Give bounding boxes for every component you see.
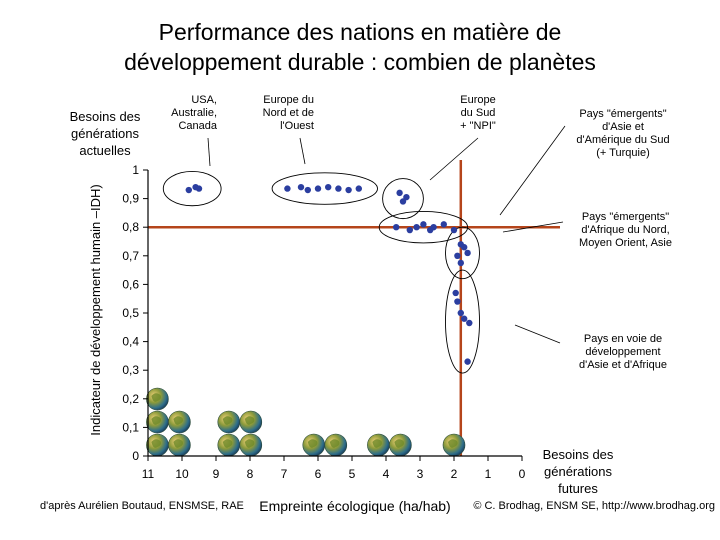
data-point (461, 315, 468, 322)
group-ellipse (378, 211, 469, 244)
y-tick-label: 0,6 (122, 277, 139, 291)
data-point (335, 185, 342, 192)
data-point (413, 224, 420, 231)
data-point (284, 185, 291, 192)
planet-continent (244, 439, 255, 448)
planet-continent (307, 439, 318, 448)
x-tick-label: 7 (281, 467, 288, 481)
group-leader-line (429, 137, 479, 181)
y-axis-label: Indicateur de développement humain –IDH) (88, 184, 103, 435)
data-point (420, 221, 427, 228)
group-ellipse (382, 178, 424, 220)
chart-title-line2: développement durable : combien de planè… (124, 49, 596, 75)
data-point (464, 249, 471, 257)
planet-continent (173, 439, 183, 448)
credit-right: © C. Brodhag, ENSM SE, http://www.brodha… (473, 500, 715, 512)
data-point (406, 226, 413, 234)
data-point (464, 358, 471, 365)
credit-left: d'après Aurélien Boutaud, ENSMSE, RAE (40, 500, 244, 512)
data-point (185, 186, 192, 194)
data-point (454, 298, 461, 305)
data-point (454, 252, 461, 259)
data-point (461, 244, 468, 251)
data-point (403, 193, 410, 201)
data-point (304, 186, 311, 194)
x-tick-label: 1 (485, 467, 492, 481)
group-ellipse (162, 170, 222, 207)
data-point (452, 289, 459, 297)
data-point (297, 183, 305, 191)
x-axis-label: Empreinte écologique (ha/hab) (259, 498, 450, 514)
y-tick-label: 0,1 (122, 420, 139, 434)
x-tick-label: 11 (142, 467, 155, 481)
planet-continent (372, 439, 382, 448)
x-tick-label: 5 (349, 467, 356, 481)
planet-continent (448, 439, 458, 448)
x-tick-label: 4 (383, 467, 390, 481)
group-leader-line (502, 221, 564, 233)
group-label: Europe du Nord et de l'Ouest (262, 94, 314, 132)
planet-continent (329, 439, 340, 448)
group-ellipse (271, 172, 378, 205)
y-tick-label: 0,9 (122, 192, 139, 206)
x-tick-label: 3 (417, 467, 424, 481)
y-tick-label: 1 (132, 163, 139, 177)
planet-continent (244, 416, 255, 425)
data-point (355, 185, 362, 192)
chart-title-line1: Performance des nations en matière de (158, 19, 562, 45)
data-point (457, 309, 464, 317)
y-tick-label: 0,3 (122, 363, 139, 377)
left-note: Besoins des générations actuelles (69, 109, 141, 158)
group-ellipse (445, 226, 480, 280)
group-label: Europe du Sud + "NPI" (460, 94, 496, 132)
planet-continent (173, 416, 183, 425)
data-point (440, 221, 447, 228)
y-tick-label: 0 (132, 449, 139, 463)
group-label: Pays "émergents" d'Afrique du Nord, Moye… (579, 211, 672, 249)
data-point (396, 189, 403, 197)
group-leader-line (207, 137, 211, 167)
group-ellipse (445, 269, 480, 374)
x-tick-label: 10 (175, 467, 189, 481)
data-point (345, 186, 352, 194)
data-point (325, 183, 332, 191)
planet-continent (151, 416, 161, 425)
x-tick-label: 8 (247, 467, 254, 481)
y-tick-label: 0,8 (122, 220, 139, 234)
data-point (393, 224, 400, 231)
group-leader-line (499, 125, 566, 216)
planet-continent (151, 393, 161, 402)
planet-continent (222, 439, 233, 448)
planet-continent (151, 439, 161, 448)
x-tick-label: 9 (213, 467, 220, 481)
y-tick-label: 0,2 (122, 392, 139, 406)
y-tick-label: 0,5 (122, 306, 139, 320)
x-tick-label: 0 (519, 467, 526, 481)
data-point (195, 185, 203, 192)
planet-continent (222, 416, 233, 425)
data-point (466, 319, 473, 327)
right-note: Besoins des générations futures (542, 447, 614, 496)
group-label: USA, Australie, Canada (171, 94, 217, 132)
group-label: Pays en voie de développement d'Asie et … (579, 333, 667, 371)
data-point (314, 185, 322, 192)
data-point (399, 198, 407, 205)
y-tick-label: 0,4 (122, 335, 139, 349)
data-point (450, 226, 458, 234)
group-leader-line (514, 324, 561, 344)
data-point (457, 259, 464, 267)
x-tick-label: 6 (315, 467, 322, 481)
group-label: Pays "émergents" d'Asie et d'Amérique du… (576, 108, 670, 159)
group-leader-line (299, 137, 306, 165)
x-tick-label: 2 (451, 467, 458, 481)
y-tick-label: 0,7 (122, 249, 139, 263)
planet-continent (394, 439, 404, 448)
data-point (430, 224, 437, 231)
